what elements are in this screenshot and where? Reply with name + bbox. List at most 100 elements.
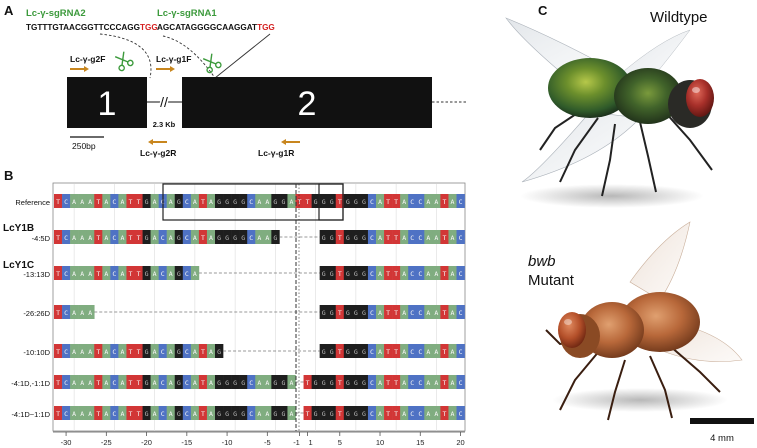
base-letter: C (418, 379, 422, 387)
base-T (384, 266, 393, 280)
base-A (206, 344, 216, 358)
base-letter: G (145, 410, 149, 418)
base-letter: A (434, 309, 438, 317)
base-letter: C (112, 234, 116, 242)
base-letter: A (104, 410, 108, 418)
base-T (94, 375, 103, 389)
base-G (319, 230, 328, 244)
base-A (150, 266, 159, 280)
base-A (102, 266, 111, 280)
base-A (118, 266, 127, 280)
base-letter: C (249, 234, 253, 242)
base-C (367, 344, 377, 358)
base-G (231, 230, 240, 244)
base-G (223, 375, 232, 389)
base-letter: A (378, 410, 382, 418)
base-letter: T (394, 270, 398, 278)
base-letter: G (346, 309, 350, 317)
base-letter: G (177, 348, 181, 356)
base-A (424, 266, 433, 280)
base-A (255, 194, 264, 208)
base-letter: A (80, 410, 84, 418)
base-A (376, 230, 385, 244)
sgrna1-sequence: AGCATAGGGGCAAGGATTGG (157, 23, 275, 32)
scissors-icon (114, 51, 134, 72)
base-letter: T (386, 270, 390, 278)
base-letter: C (370, 348, 374, 356)
axis-tick-label: -25 (101, 438, 112, 447)
base-letter: A (120, 198, 124, 206)
base-letter: T (201, 198, 205, 206)
base-letter: A (80, 270, 84, 278)
base-C (416, 266, 425, 280)
base-letter: A (169, 234, 173, 242)
base-letter: C (370, 270, 374, 278)
base-A (166, 344, 176, 358)
base-letter: G (346, 410, 350, 418)
base-letter: A (120, 379, 124, 387)
base-C (62, 344, 71, 358)
base-A (78, 230, 87, 244)
base-letter: A (451, 410, 455, 418)
base-letter: A (378, 348, 382, 356)
axis-tick-label: 10 (376, 438, 384, 447)
base-letter: C (185, 348, 189, 356)
base-letter: C (161, 410, 165, 418)
base-C (367, 230, 377, 244)
base-G (327, 375, 337, 389)
base-G (231, 375, 240, 389)
base-letter: A (451, 379, 455, 387)
base-letter: A (169, 379, 173, 387)
base-C (247, 194, 256, 208)
base-T (126, 375, 135, 389)
base-letter: A (193, 410, 197, 418)
base-T (384, 344, 393, 358)
base-G (174, 194, 184, 208)
base-C (408, 194, 417, 208)
base-letter: G (177, 270, 181, 278)
base-letter: T (306, 379, 310, 387)
base-letter: A (88, 198, 92, 206)
base-letter: C (64, 198, 68, 206)
base-G (319, 266, 328, 280)
base-letter: G (330, 410, 334, 418)
base-T (198, 194, 208, 208)
base-letter: T (137, 198, 141, 206)
base-letter: A (88, 410, 92, 418)
base-letter: A (290, 379, 294, 387)
base-letter: T (394, 348, 398, 356)
base-C (158, 375, 167, 389)
base-A (263, 194, 272, 208)
base-T (94, 344, 103, 358)
base-letter: G (346, 234, 350, 242)
base-letter: G (330, 198, 334, 206)
base-A (86, 375, 95, 389)
base-letter: G (314, 379, 318, 387)
base-letter: T (394, 309, 398, 317)
base-A (190, 194, 200, 208)
base-A (78, 266, 87, 280)
base-letter: A (120, 410, 124, 418)
base-letter: A (104, 348, 108, 356)
base-A (400, 266, 409, 280)
base-C (367, 305, 377, 319)
base-letter: T (201, 348, 205, 356)
base-letter: G (273, 379, 277, 387)
base-G (271, 194, 280, 208)
base-letter: G (241, 379, 245, 387)
base-letter: A (80, 379, 84, 387)
base-letter: C (64, 379, 68, 387)
base-letter: G (314, 198, 318, 206)
base-letter: C (459, 198, 463, 206)
base-letter: G (217, 348, 221, 356)
base-A (287, 406, 296, 420)
base-letter: A (451, 309, 455, 317)
base-T (303, 406, 312, 420)
base-letter: G (273, 198, 277, 206)
base-A (70, 375, 79, 389)
base-A (150, 406, 159, 420)
base-letter: G (362, 410, 366, 418)
base-C (367, 406, 377, 420)
base-G (142, 266, 151, 280)
base-C (110, 194, 119, 208)
